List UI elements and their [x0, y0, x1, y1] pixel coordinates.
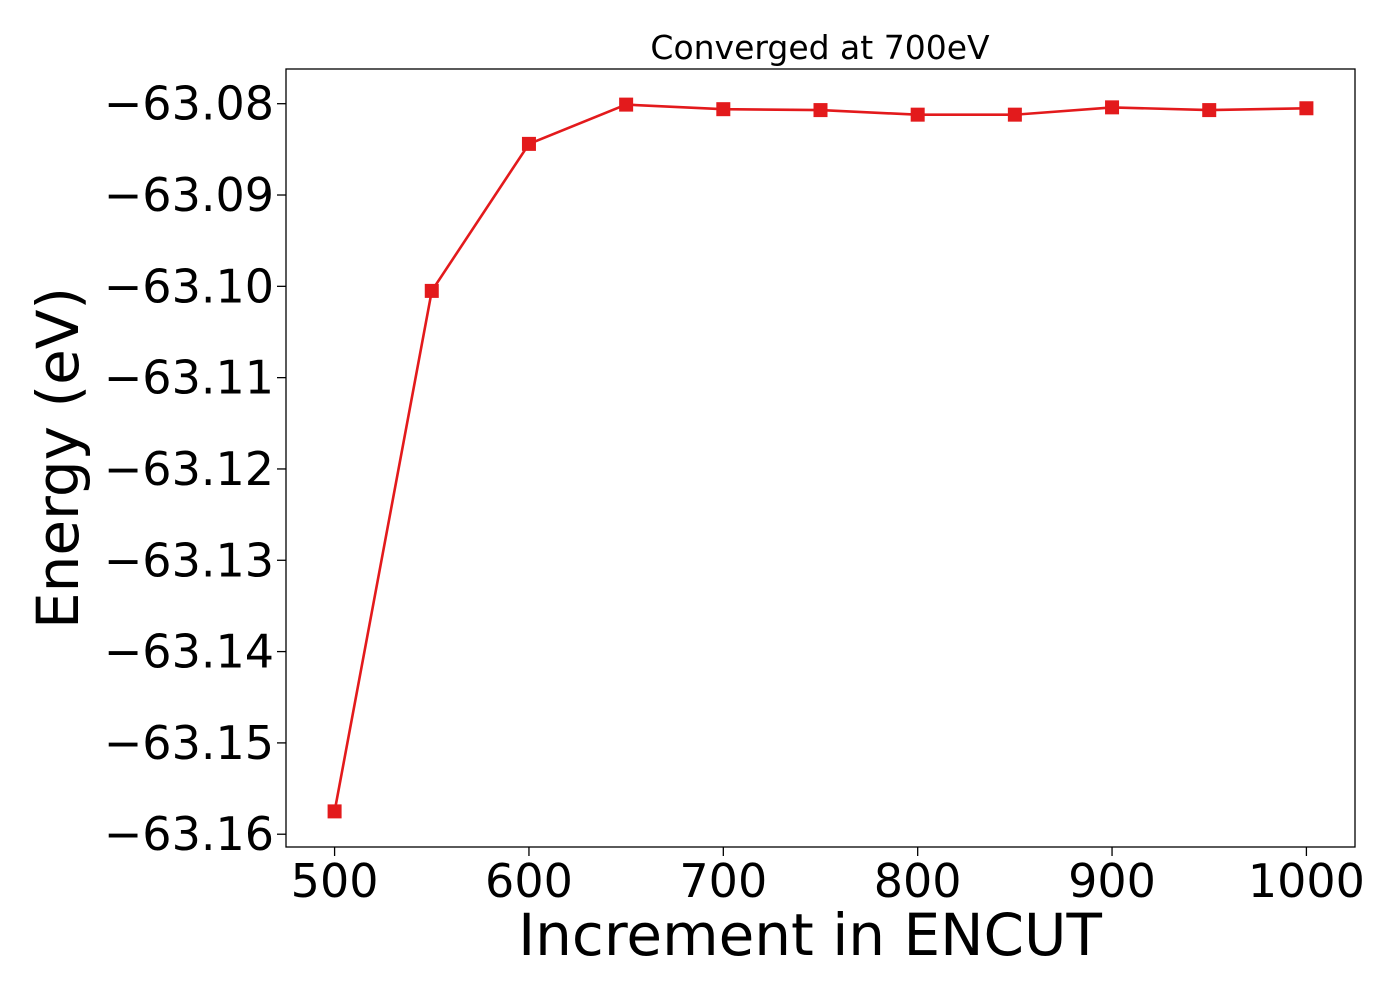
y-tick-label: −63.15: [104, 716, 274, 770]
y-tick-label: −63.11: [104, 351, 274, 405]
y-tick-label: −63.13: [104, 533, 274, 587]
y-axis-ticks: −63.16 −63.15 −63.14 −63.13 −63.12 −63.11 −63.…: [104, 77, 286, 861]
x-tick-label: 800: [874, 854, 962, 908]
x-axis-title: Increment in ENCUT: [518, 901, 1102, 969]
y-tick-label: −63.08: [104, 77, 274, 131]
plot-frame: [285, 68, 1356, 848]
chart-title: Converged at 700eV: [650, 28, 990, 67]
data-point: [1299, 101, 1314, 116]
data-point: [910, 107, 925, 122]
x-tick-label: 600: [485, 854, 573, 908]
y-tick-label: −63.12: [104, 442, 274, 496]
data-point: [716, 102, 731, 117]
series-line: [333, 103, 1307, 812]
x-tick-label: 1000: [1248, 854, 1365, 908]
x-tick-label: 700: [679, 854, 767, 908]
y-axis-title: Energy (eV): [24, 287, 92, 629]
y-tick-label: −63.14: [104, 625, 274, 679]
data-point: [1202, 103, 1217, 118]
data-point: [813, 103, 828, 118]
x-tick-label: 500: [291, 854, 379, 908]
y-tick-label: −63.09: [104, 168, 274, 222]
data-point: [327, 804, 342, 819]
data-point: [424, 283, 439, 298]
data-point: [521, 136, 536, 151]
y-tick-label: −63.16: [104, 807, 274, 861]
x-tick-label: 900: [1068, 854, 1156, 908]
x-axis-ticks: 500 600 700 800 900 1000: [291, 847, 1365, 908]
data-point: [1105, 100, 1120, 115]
data-point: [1007, 107, 1022, 122]
plot-area: 500 600 700 800 900 1000 −63.16−63.15−63.14−6…: [104, 68, 1365, 908]
y-tick-label: −63.10: [104, 259, 274, 313]
data-series: [327, 97, 1314, 819]
data-point: [619, 97, 634, 112]
